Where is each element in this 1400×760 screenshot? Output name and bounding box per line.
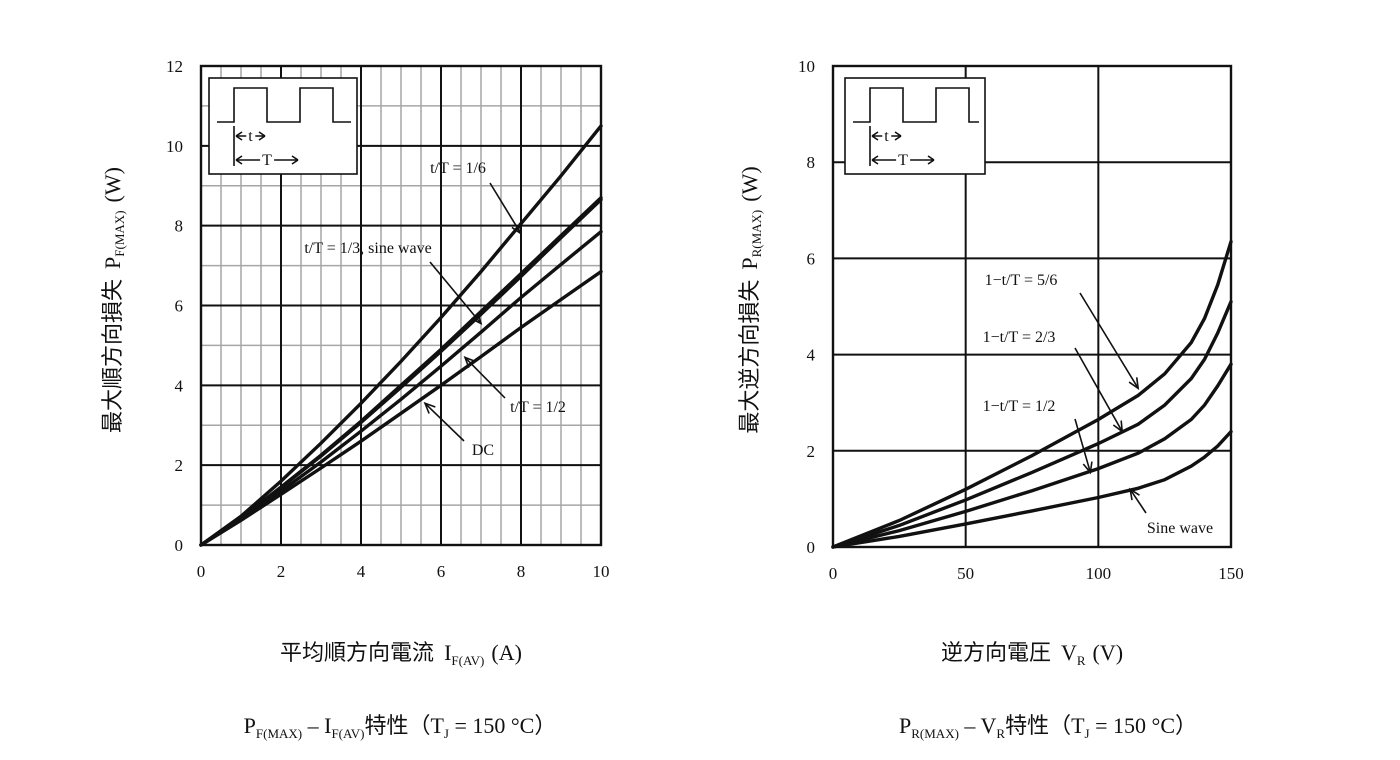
series-annotation-label: t/T = 1/2 <box>510 399 566 416</box>
annotation-arrow <box>1129 488 1147 514</box>
x-tick-label: 8 <box>517 562 526 581</box>
series-line-2 <box>831 362 1233 549</box>
x-tick-label: 10 <box>593 562 610 581</box>
series-annotation-label: DC <box>472 442 494 459</box>
y-tick-label: 10 <box>798 57 815 76</box>
reverse-loss-chart: 0 50 100 150 0 2 4 6 8 10 tT 1−t/T = 5/6 1−t/T = 2/3… <box>737 57 1244 741</box>
chart-caption: PF(MAX) – IF(AV)特性（TJ = 150 °C） <box>244 713 557 741</box>
series-line-1 <box>831 300 1233 549</box>
x-tick-label: 50 <box>957 564 974 583</box>
inset-T-label: T <box>898 152 908 169</box>
annotation-arrowhead <box>470 312 483 325</box>
annotation-arrowhead <box>423 401 436 414</box>
series-line-2 <box>199 198 603 547</box>
x-axis-label: 逆方向電圧 VR (V) <box>941 640 1123 668</box>
annotation-arrowhead <box>463 355 476 368</box>
annotation-arrow <box>424 402 465 442</box>
label-mask <box>246 128 256 145</box>
y-tick-label: 2 <box>807 442 816 461</box>
y-tick-label: 6 <box>807 249 816 268</box>
x-tick-label: 6 <box>437 562 446 581</box>
annotation-arrowhead <box>1112 420 1124 434</box>
inset-box <box>844 77 986 175</box>
y-tick-label: 10 <box>166 137 183 156</box>
y-axis-label: 最大順方向損失PF(MAX)(W) <box>100 167 127 433</box>
y-tick-label: 4 <box>807 346 816 365</box>
annotation-arrow <box>1074 347 1123 432</box>
annotation-arrowhead <box>511 222 523 236</box>
y-tick-label: 0 <box>807 538 816 557</box>
y-tick-label: 6 <box>175 297 184 316</box>
inset-t-label: t <box>884 128 889 145</box>
y-axis-label: 最大逆方向損失PR(MAX)(W) <box>737 166 764 433</box>
series-annotation-label: t/T = 1/6 <box>430 160 486 177</box>
y-tick-label: 8 <box>807 153 816 172</box>
series-annotation-label: 1−t/T = 1/2 <box>983 398 1056 415</box>
plot-frame <box>831 64 1233 549</box>
series-line-4 <box>199 269 603 547</box>
pulse-waveform-inset: tT <box>208 77 358 175</box>
pulse-wave <box>853 87 979 123</box>
inset-T-label: T <box>262 152 272 169</box>
pulse-wave <box>217 87 351 123</box>
x-tick-label: 0 <box>829 564 838 583</box>
series-annotation-label: 1−t/T = 5/6 <box>985 272 1058 289</box>
annotation-arrowhead <box>1129 487 1140 501</box>
x-tick-label: 100 <box>1086 564 1112 583</box>
x-tick-label: 0 <box>197 562 206 581</box>
series-line-0 <box>199 124 603 547</box>
series-annotation-label: Sine wave <box>1147 520 1213 537</box>
annotation-arrowhead <box>1082 461 1093 475</box>
series-annotation-label: t/T = 1/3, sine wave <box>304 240 431 257</box>
y-tick-label: 8 <box>175 217 184 236</box>
pulse-waveform-inset: tT <box>844 77 986 175</box>
y-tick-label: 12 <box>166 57 183 76</box>
inset-t-label: t <box>248 128 253 145</box>
label-mask <box>882 128 892 145</box>
label-mask <box>896 152 911 169</box>
y-tick-label: 0 <box>175 536 184 555</box>
annotation-arrow <box>1074 418 1092 473</box>
annotation-arrowhead <box>1128 377 1140 390</box>
x-tick-label: 2 <box>277 562 286 581</box>
annotation-arrow <box>489 182 522 235</box>
x-axis-label: 平均順方向電流 IF(AV) (A) <box>280 640 522 668</box>
annotation-arrow <box>1079 292 1139 389</box>
series-line-0 <box>831 239 1233 549</box>
y-tick-label: 4 <box>175 376 184 395</box>
y-tick-label: 2 <box>175 456 184 475</box>
series-line-3 <box>199 230 603 547</box>
chart-caption: PR(MAX) – VR特性（TJ = 150 °C） <box>899 713 1197 741</box>
annotation-arrow <box>464 356 506 399</box>
annotation-arrow <box>429 261 482 324</box>
x-tick-label: 150 <box>1218 564 1244 583</box>
label-mask <box>260 152 275 169</box>
series-annotation-label: 1−t/T = 2/3 <box>983 329 1056 346</box>
series-line-3 <box>831 429 1233 549</box>
x-tick-label: 4 <box>357 562 366 581</box>
plot-frame <box>199 64 603 547</box>
